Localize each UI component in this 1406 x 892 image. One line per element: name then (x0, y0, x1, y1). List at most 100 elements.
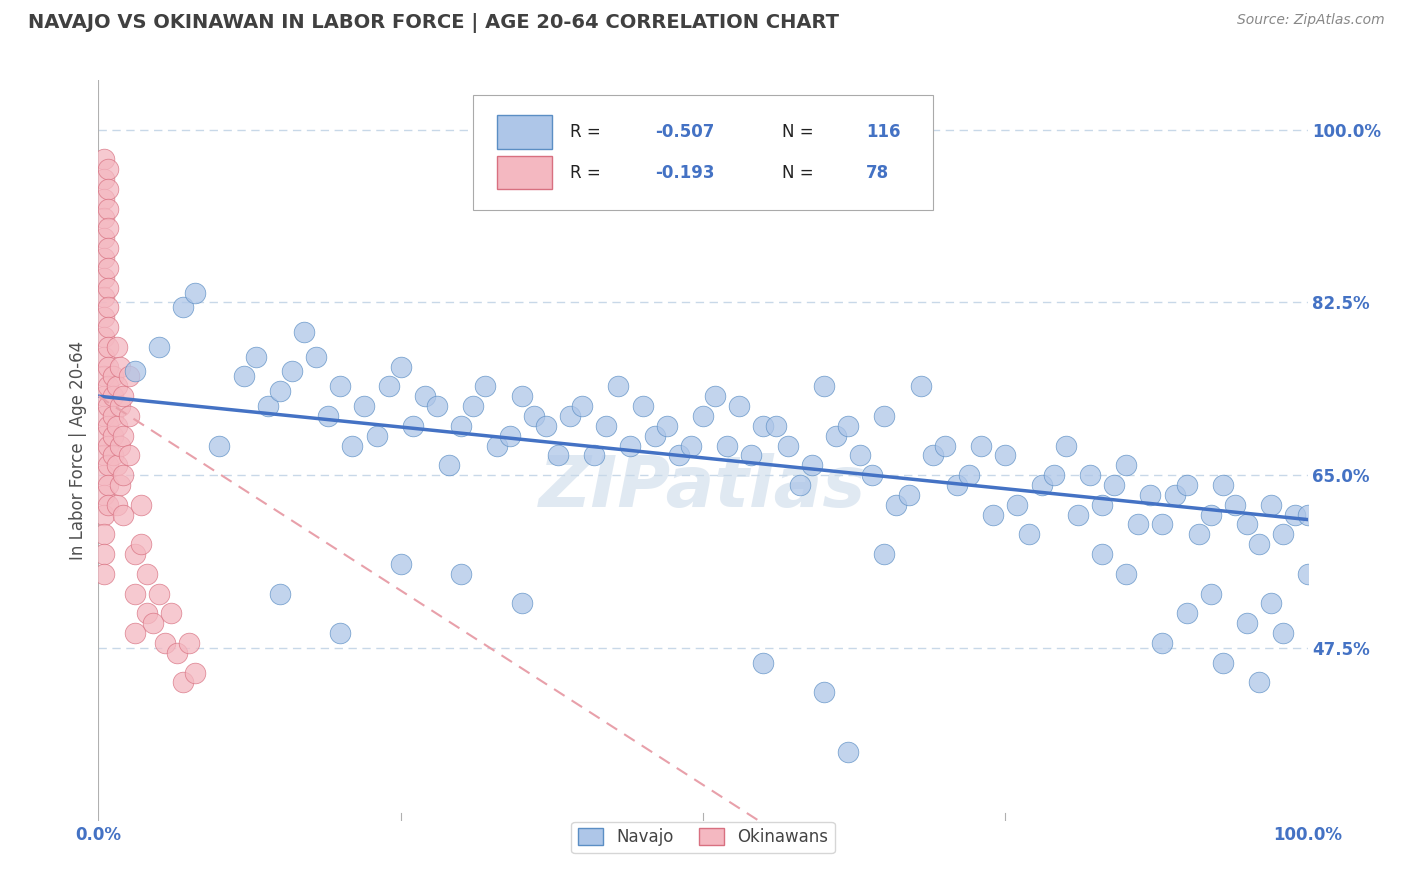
Point (813, 685, 835, 699)
Point (994, 449, 1017, 463)
Point (1115, 458, 1137, 473)
Point (860, 468, 883, 483)
Point (498, 428, 520, 442)
Point (179, 636, 201, 650)
Y-axis label: In Labor Force | Age 20-64: In Labor Force | Age 20-64 (69, 341, 87, 560)
Legend: Navajo, Okinawans: Navajo, Okinawans (571, 822, 835, 853)
Point (837, 745, 859, 759)
Point (118, 409, 141, 423)
Point (101, 369, 124, 384)
Point (981, 508, 1004, 522)
Point (148, 586, 170, 600)
Point (873, 409, 896, 423)
Point (752, 656, 775, 670)
Point (1199, 508, 1222, 522)
Point (93, 290, 115, 304)
Point (1007, 498, 1029, 512)
Point (910, 379, 932, 393)
Point (1249, 537, 1271, 551)
Point (353, 399, 375, 413)
Point (728, 399, 751, 413)
Point (172, 301, 194, 315)
Point (825, 428, 848, 442)
Point (873, 547, 896, 561)
Point (97, 340, 120, 354)
Point (93, 468, 115, 483)
Point (124, 586, 146, 600)
Point (93, 211, 115, 226)
FancyBboxPatch shape (498, 115, 551, 149)
Point (124, 364, 146, 378)
Point (101, 428, 124, 442)
Point (105, 340, 128, 354)
Text: N =: N = (782, 123, 813, 141)
Point (644, 428, 666, 442)
Point (1236, 517, 1258, 532)
Point (269, 384, 291, 399)
Point (1296, 566, 1319, 581)
Text: NAVAJO VS OKINAWAN IN LABOR FORCE | AGE 20-64 CORRELATION CHART: NAVAJO VS OKINAWAN IN LABOR FORCE | AGE … (28, 13, 839, 33)
Point (93, 310, 115, 325)
Point (1212, 656, 1234, 670)
Point (1152, 517, 1174, 532)
Point (316, 409, 339, 423)
Point (595, 418, 617, 433)
Point (93, 231, 115, 245)
Point (1139, 488, 1161, 502)
Point (1018, 527, 1040, 541)
Point (776, 438, 799, 452)
Point (111, 468, 134, 483)
Point (97, 182, 120, 196)
Point (93, 389, 115, 403)
Point (571, 399, 593, 413)
Point (208, 438, 231, 452)
Point (402, 418, 425, 433)
Point (124, 547, 146, 561)
Point (1272, 626, 1295, 640)
Point (655, 418, 678, 433)
Text: -0.507: -0.507 (655, 123, 714, 141)
Point (957, 468, 980, 483)
Point (389, 557, 412, 571)
Point (510, 597, 533, 611)
Point (93, 527, 115, 541)
Point (105, 498, 128, 512)
Point (692, 409, 714, 423)
Point (93, 251, 115, 265)
Text: 78: 78 (866, 164, 890, 182)
Point (101, 449, 124, 463)
Point (921, 449, 943, 463)
Point (740, 449, 762, 463)
Point (329, 626, 352, 640)
Point (377, 379, 399, 393)
Point (800, 458, 823, 473)
Point (849, 449, 872, 463)
Point (342, 438, 364, 452)
Point (97, 202, 120, 216)
Point (1102, 478, 1125, 492)
Point (124, 626, 146, 640)
Text: -0.193: -0.193 (655, 164, 714, 182)
Point (108, 438, 131, 452)
Point (558, 409, 581, 423)
Point (281, 364, 304, 378)
Point (607, 379, 630, 393)
Point (413, 389, 436, 403)
Point (789, 478, 811, 492)
Point (679, 438, 702, 452)
Point (160, 607, 183, 621)
Point (97, 379, 120, 393)
Point (93, 508, 115, 522)
Point (1212, 478, 1234, 492)
Point (105, 418, 128, 433)
Point (101, 409, 124, 423)
Point (1260, 597, 1282, 611)
Point (886, 498, 908, 512)
Point (101, 389, 124, 403)
Point (97, 301, 120, 315)
Point (1249, 675, 1271, 690)
Point (93, 566, 115, 581)
Point (93, 172, 115, 186)
Point (692, 147, 714, 161)
Point (111, 428, 134, 442)
